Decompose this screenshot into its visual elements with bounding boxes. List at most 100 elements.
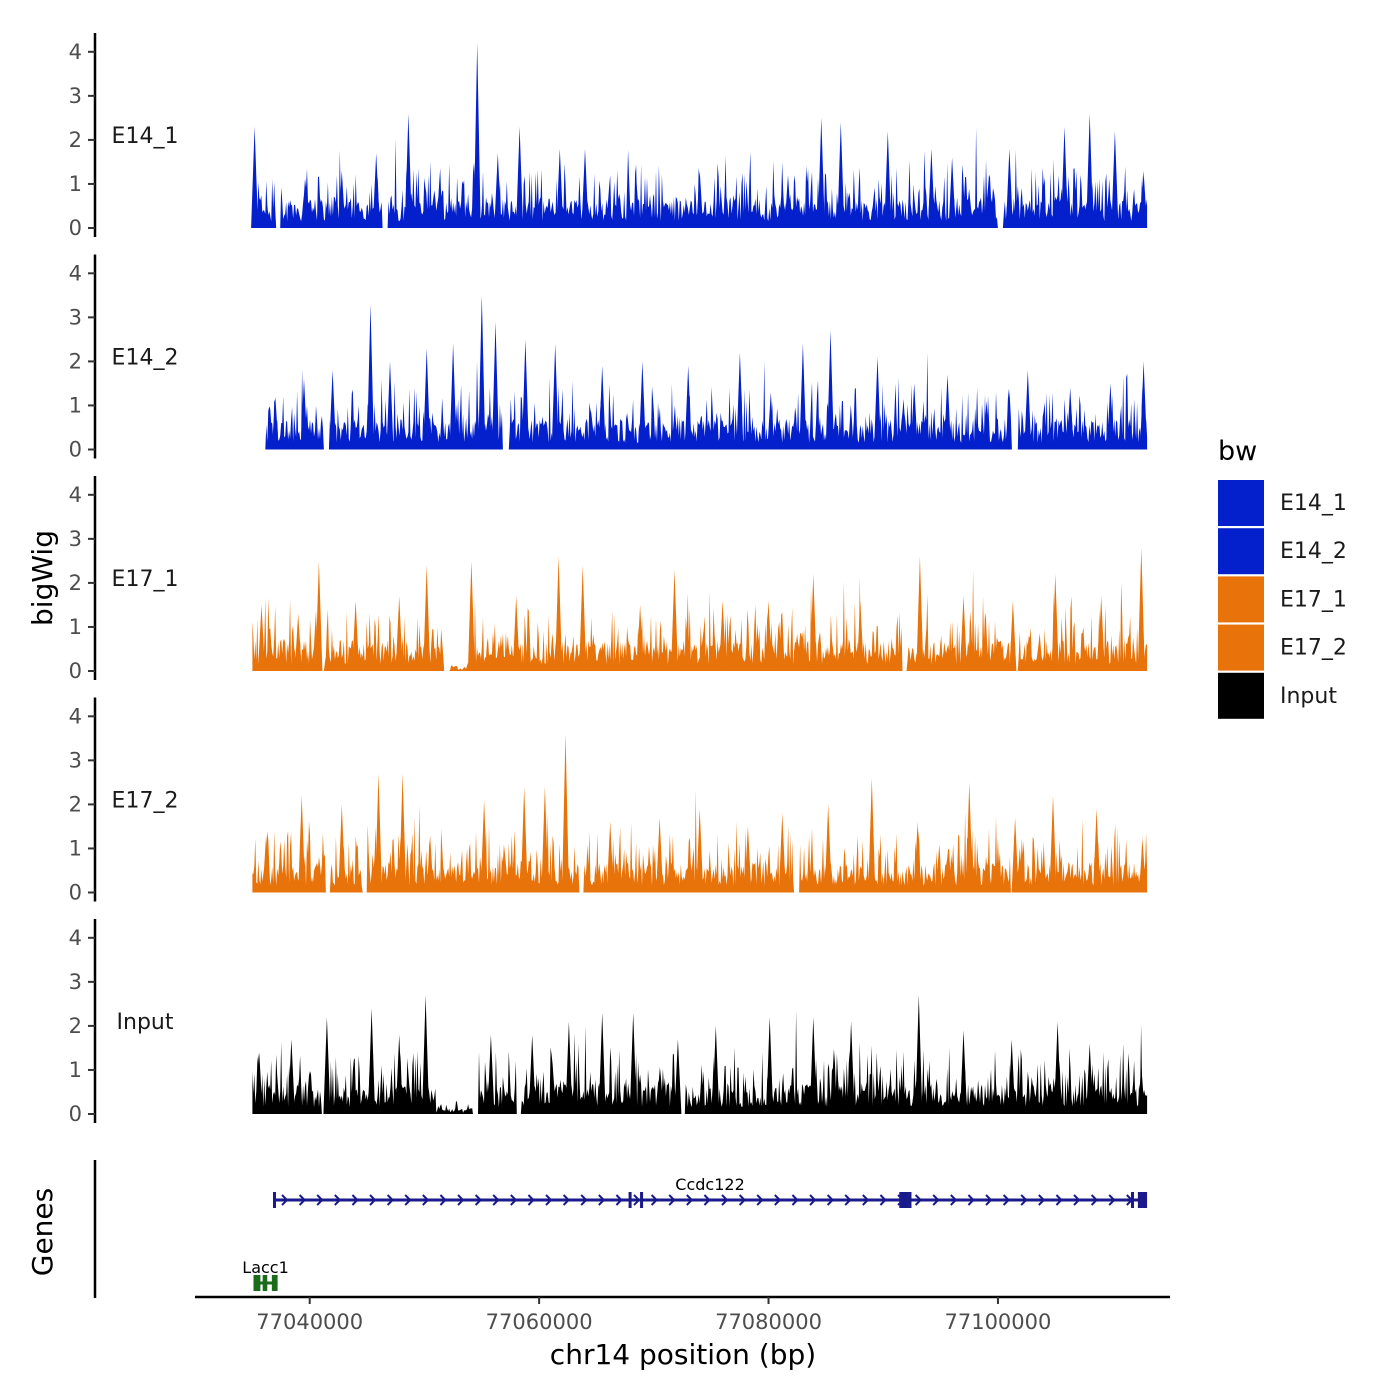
signal-peak [1005, 148, 1013, 228]
signal-peak [423, 348, 431, 450]
legend-label: E17_2 [1280, 636, 1347, 661]
signal-peak [338, 170, 346, 228]
y-tick-label: 0 [69, 216, 82, 240]
y-tick-label: 2 [69, 1014, 82, 1038]
signal-peak [294, 613, 302, 671]
signal-peak [809, 574, 817, 671]
strand-arrow [809, 1194, 817, 1206]
y-tick-label: 0 [69, 1102, 82, 1126]
signal-peak [262, 835, 270, 893]
y-tick-label: 4 [69, 261, 82, 285]
signal-peak [492, 321, 499, 450]
signal-peak [837, 122, 845, 228]
signal-peak [960, 596, 967, 671]
signal-peak [927, 148, 935, 228]
signal-peak [696, 808, 704, 893]
signal-peak [399, 773, 407, 893]
signal-peak [565, 1021, 573, 1114]
signal-peak [323, 1017, 331, 1114]
legend-label: E14_1 [1280, 491, 1347, 516]
track-e17-2: 0 1 2 3 4 E17_2 [69, 697, 1148, 905]
gene-exon [1137, 1192, 1148, 1208]
strand-arrow [1073, 1194, 1081, 1206]
signal-peak [1139, 839, 1146, 893]
gene-label: Ccdc122 [675, 1175, 744, 1194]
strand-arrow [879, 1194, 887, 1206]
signal-peak [817, 117, 825, 228]
y-tick-label: 0 [69, 881, 82, 905]
x-tick-label: 77100000 [944, 1310, 1051, 1334]
strand-arrow [316, 1194, 324, 1206]
signal-peak [712, 1025, 720, 1114]
gene-exon [640, 1192, 644, 1208]
signal-peak [638, 361, 646, 450]
gene-exon [271, 1275, 278, 1291]
strand-arrow [985, 1194, 993, 1206]
legend-swatch [1218, 480, 1264, 526]
signal-peak [551, 343, 559, 450]
signal-peak [960, 1030, 967, 1114]
signal-area-e14-1 [252, 127, 1148, 228]
signal-peak [395, 1034, 403, 1114]
strand-arrow [492, 1194, 500, 1206]
signal-peak [422, 995, 430, 1114]
strand-arrow [545, 1194, 553, 1206]
signal-peak [633, 184, 641, 228]
strand-arrow [826, 1194, 835, 1206]
signal-peak [528, 1034, 536, 1114]
signal-peak [521, 339, 529, 450]
signal-peak [744, 826, 752, 893]
track-label: E17_1 [112, 567, 179, 592]
signal-peak [372, 153, 380, 228]
signal-peak [367, 304, 374, 450]
y-tick-label: 1 [69, 836, 82, 860]
signal-peak [449, 343, 457, 450]
track-label: E14_1 [112, 124, 179, 149]
signal-peak [1106, 383, 1114, 450]
gene-track: Ccdc122 Lacc1 [93, 1160, 1148, 1298]
signal-peak [352, 600, 360, 671]
strand-arrow [756, 1194, 764, 1206]
y-tick-label: 0 [69, 659, 82, 683]
signal-peak [914, 822, 922, 893]
strand-arrow [932, 1194, 940, 1206]
y-tick-label: 3 [69, 527, 82, 551]
signal-tracks: 0 1 2 3 4 E14_1 0 1 2 3 4 E14_2 0 1 2 3 4 E17_1 0 1 2 3 4 E17_2… [69, 33, 1148, 1126]
signal-peak [868, 778, 876, 893]
x-tick-label: 77080000 [715, 1310, 822, 1334]
x-tick-label: 77060000 [486, 1310, 593, 1334]
x-axis-title: chr14 position (bp) [550, 1338, 816, 1371]
y-tick-label: 1 [69, 393, 82, 417]
y-tick-label: 4 [69, 926, 82, 950]
legend-swatch [1218, 528, 1264, 575]
y-tick-label: 1 [69, 172, 82, 196]
signal-peak [1086, 113, 1094, 228]
signal-peak [629, 1012, 637, 1114]
y-tick-label: 3 [69, 305, 82, 329]
strand-arrow [650, 1194, 659, 1206]
signal-peak [338, 804, 346, 893]
strand-arrow [703, 1194, 711, 1206]
strand-arrow [774, 1194, 782, 1206]
strand-arrow [457, 1194, 465, 1206]
strand-arrow [668, 1194, 676, 1206]
strand-arrow [633, 1194, 641, 1206]
y-tick-label: 2 [69, 792, 82, 816]
strand-arrow [862, 1194, 870, 1206]
signal-peak [784, 175, 792, 228]
signal-peak [684, 365, 692, 450]
strand-arrow [686, 1194, 694, 1206]
track-e14-1: 0 1 2 3 4 E14_1 [69, 33, 1148, 240]
legend-swatch [1218, 672, 1264, 719]
y-tick-label: 1 [69, 615, 82, 639]
signal-peak [467, 560, 475, 671]
legend: bw E14_1 E14_2 E17_1 E17_2 Input [1218, 436, 1347, 719]
signal-peak [300, 379, 308, 450]
x-tick-label: 77040000 [256, 1310, 363, 1334]
signal-peak [386, 361, 394, 450]
strand-arrow [510, 1194, 518, 1206]
track-label: E17_2 [112, 789, 179, 814]
signal-peak [556, 148, 564, 228]
track-e14-2: 0 1 2 3 4 E14_2 [69, 254, 1148, 462]
